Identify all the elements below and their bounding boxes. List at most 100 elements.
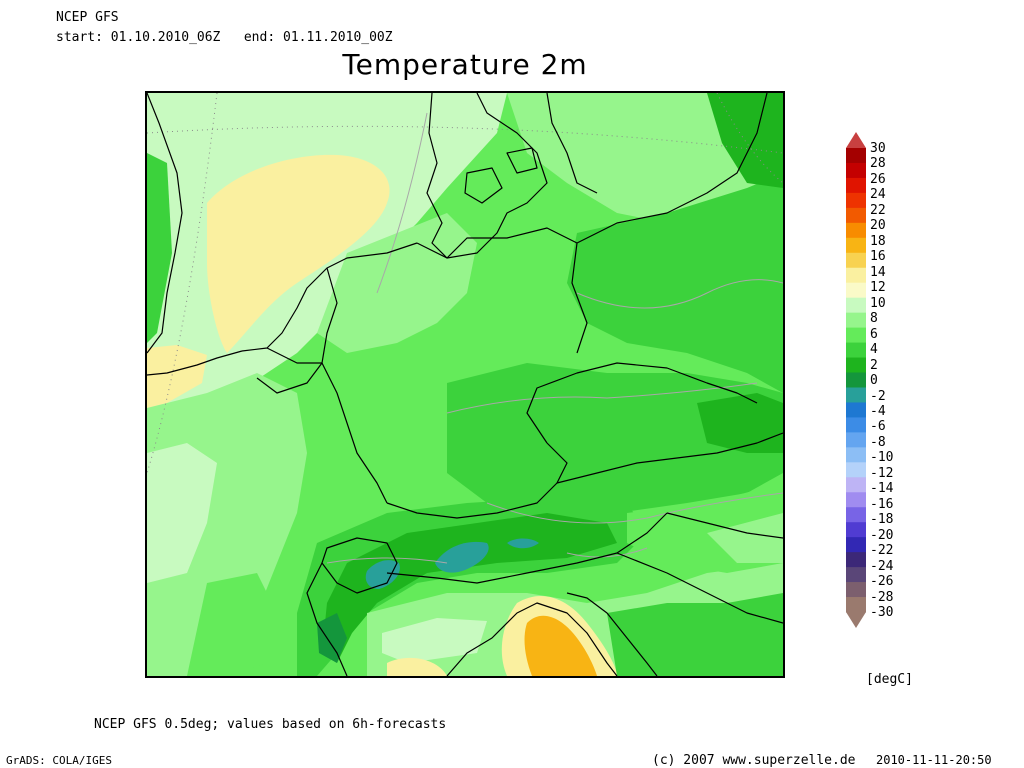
legend-swatch xyxy=(846,237,866,254)
legend-swatch xyxy=(846,192,866,209)
legend-swatch xyxy=(846,177,866,194)
border-switzerland xyxy=(321,537,398,594)
legend-swatch xyxy=(846,252,866,269)
coast-denmark xyxy=(426,93,548,259)
border-austria-south xyxy=(386,512,668,584)
coast-danish-islands xyxy=(464,167,503,204)
field-teal-west-alps xyxy=(365,560,400,589)
legend-swatch xyxy=(846,462,866,478)
legend-tick-label: 28 xyxy=(870,156,886,172)
border-germany-south xyxy=(386,442,568,519)
end-value: 01.11.2010_00Z xyxy=(283,30,393,45)
legend-swatch xyxy=(846,312,866,329)
isotherm-south xyxy=(486,492,783,524)
coast-england xyxy=(147,93,183,354)
legend-swatch xyxy=(846,477,866,493)
legend-swatch xyxy=(846,327,866,344)
legend-tick-label: -4 xyxy=(870,403,886,419)
field-medium-green-czech xyxy=(447,363,783,513)
legend-swatch xyxy=(846,552,866,568)
field-dark-green-alps xyxy=(322,513,617,663)
field-medium-green-southeast xyxy=(607,593,783,676)
graticule xyxy=(147,93,783,474)
border-czech-south xyxy=(556,432,783,484)
timestamp: 2010-11-11-20:50 xyxy=(876,753,992,767)
start-label: start: xyxy=(56,30,103,45)
legend-swatch xyxy=(846,537,866,553)
field-teal-central-alps xyxy=(435,541,489,573)
field-medium-green-west xyxy=(147,153,172,343)
legend-swatch xyxy=(846,492,866,508)
legend-swatch xyxy=(846,522,866,538)
legend-tick-label: -26 xyxy=(870,574,894,590)
model-name: NCEP GFS xyxy=(56,10,119,25)
legend-top-arrow xyxy=(846,132,866,148)
field-light-green-ne xyxy=(507,93,783,223)
field-medium-green-poland xyxy=(567,173,783,393)
field-deep-green-alps xyxy=(317,613,347,663)
graticule-parallel-north xyxy=(147,125,783,154)
legend-swatch xyxy=(846,417,866,433)
legend-swatch xyxy=(846,282,866,299)
border-germany-poland xyxy=(571,242,588,354)
border-germany-west xyxy=(321,267,388,504)
legend-tick-label: 20 xyxy=(870,218,886,234)
legend-swatch xyxy=(846,297,866,314)
legend-swatch xyxy=(846,162,866,179)
legend-tick-label: 8 xyxy=(870,311,878,327)
legend-tick-label: 6 xyxy=(870,326,878,342)
borders-and-coastlines xyxy=(147,93,783,676)
field-yellow-north-sea xyxy=(207,154,390,353)
source-note: NCEP GFS 0.5deg; values based on 6h-fore… xyxy=(94,717,447,732)
field-yellow-west xyxy=(147,345,207,408)
temperature-map xyxy=(145,91,785,678)
field-dark-green-slovakia xyxy=(697,393,783,453)
copyright: (c) 2007 www.superzelle.de xyxy=(652,753,856,768)
legend-tick-label: 18 xyxy=(870,233,886,249)
legend-tick-label: -2 xyxy=(870,388,886,404)
legend-swatch xyxy=(846,387,866,403)
legend-swatch xyxy=(846,402,866,418)
field-green-sw xyxy=(187,573,277,676)
field-pale-green-south xyxy=(382,618,487,663)
legend-swatch xyxy=(846,148,866,164)
legend-tick-label: -6 xyxy=(870,419,886,435)
isotherm-contours xyxy=(326,112,783,564)
coast-danish-islands-2 xyxy=(506,147,538,174)
run-period: start: 01.10.2010_06Z end: 01.11.2010_00… xyxy=(56,30,393,45)
legend-tick-label: -16 xyxy=(870,496,894,512)
legend-tick-label: 2 xyxy=(870,357,878,373)
border-czech xyxy=(526,362,758,444)
legend-tick-label: 24 xyxy=(870,187,886,203)
coast-netherlands xyxy=(241,242,418,352)
legend-swatch xyxy=(846,207,866,224)
field-pale-green-sw xyxy=(147,443,217,583)
map-canvas xyxy=(147,93,783,676)
legend-swatch xyxy=(846,582,866,598)
legend-swatch xyxy=(846,342,866,359)
coast-baltic xyxy=(416,93,768,259)
legend-swatch xyxy=(846,567,866,583)
field-yellow-ligurian xyxy=(387,657,447,676)
grads-credit: GrADS: COLA/IGES xyxy=(6,754,112,767)
isotherm-north xyxy=(576,279,783,309)
field-teal-east-alps xyxy=(507,538,539,549)
coast-adriatic xyxy=(446,602,618,676)
color-legend: 30 28 26 24 22 20 18 16 14 12 10 8 6 4 2 0 -2 -4 -6 -8 -10 -1… xyxy=(846,132,926,628)
coast-sweden xyxy=(546,93,598,194)
legend-tick-label: 16 xyxy=(870,249,886,265)
legend-tick-label: 30 xyxy=(870,141,886,156)
end-label: end: xyxy=(243,30,276,45)
legend-swatch xyxy=(846,432,866,448)
legend-tick-label: -22 xyxy=(870,543,894,559)
legend-tick-label: -8 xyxy=(870,434,886,450)
border-hungary xyxy=(666,512,783,539)
legend-tick-label: -14 xyxy=(870,481,894,497)
legend-colorbar xyxy=(846,132,866,628)
legend-tick-label: 4 xyxy=(870,342,878,358)
field-orange-adriatic xyxy=(524,615,597,676)
legend-swatch xyxy=(846,222,866,239)
legend-tick-label: -24 xyxy=(870,558,894,574)
legend-unit: [degC] xyxy=(866,672,913,687)
legend-swatch xyxy=(846,267,866,284)
